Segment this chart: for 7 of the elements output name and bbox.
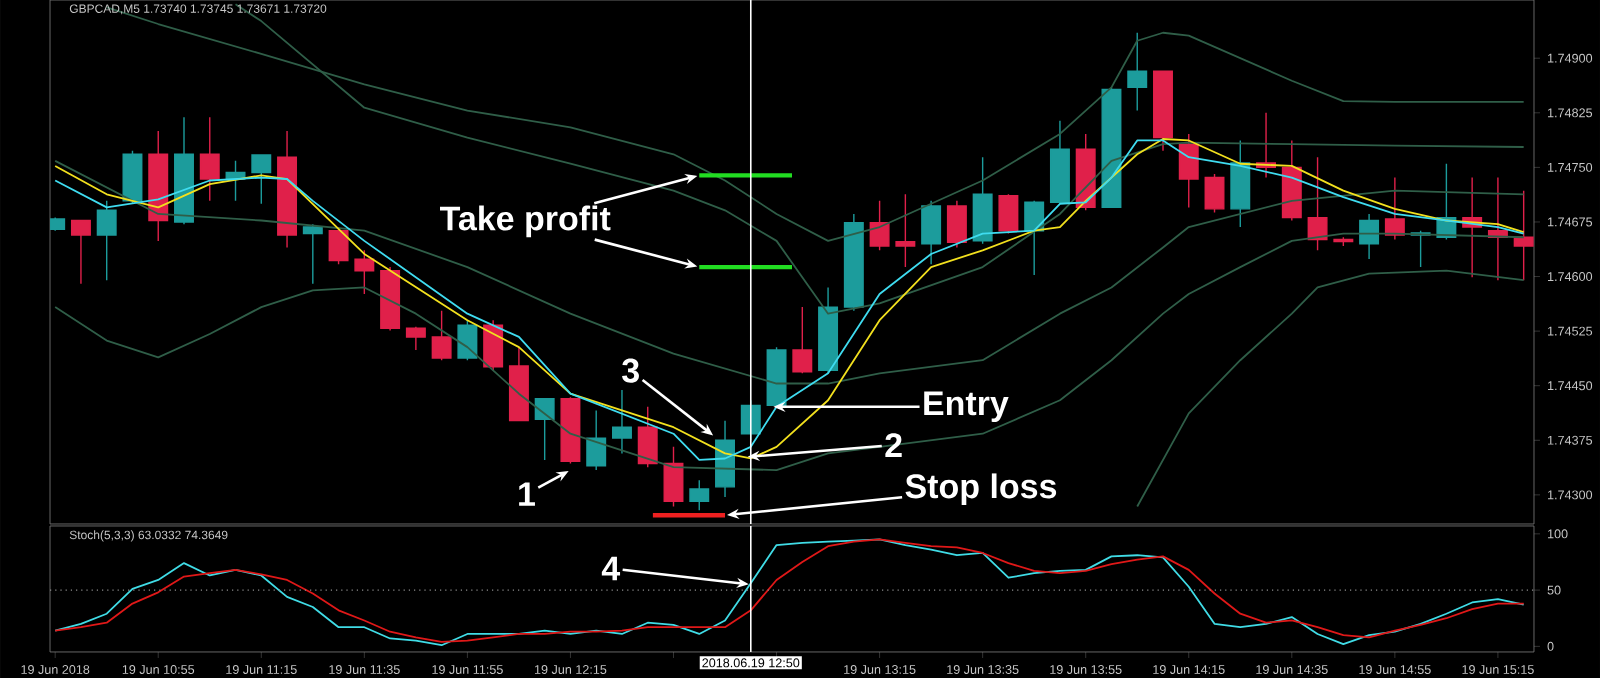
annotation: 1 <box>519 482 535 506</box>
annotation: Entry <box>924 391 1009 423</box>
annotation: Take profit <box>440 205 611 238</box>
annotation: 4 <box>601 556 621 581</box>
annotation: Stop loss <box>905 473 1057 506</box>
annotation: 2 <box>885 433 902 457</box>
annotation: 3 <box>622 358 639 383</box>
